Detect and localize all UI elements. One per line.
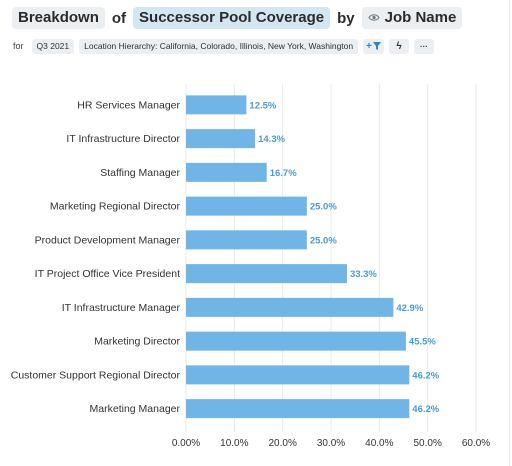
category-label: Marketing Director (94, 336, 180, 348)
dimension-label: Job Name (384, 9, 457, 26)
of-word: of (111, 9, 127, 27)
value-label: 25.0% (310, 202, 337, 213)
lightning-button[interactable]: ϟ (388, 38, 409, 54)
bar[interactable] (186, 365, 410, 385)
value-label: 14.3% (258, 134, 285, 145)
x-tick-label: 20.0% (268, 438, 296, 449)
x-tick-label: 10.0% (220, 438, 248, 449)
x-tick-label: 60.0% (462, 438, 490, 449)
filter-for-label: for (13, 41, 24, 51)
x-tick-label: 0.00% (172, 438, 200, 449)
bar[interactable] (186, 399, 410, 419)
bar[interactable] (186, 331, 406, 351)
right-divider (509, 0, 510, 466)
period-filter-chip[interactable]: Q3 2021 (31, 38, 75, 54)
category-label: Customer Support Regional Director (11, 369, 181, 381)
bar[interactable] (186, 196, 307, 216)
metric-chip[interactable]: Successor Pool Coverage (133, 7, 331, 29)
bar[interactable] (186, 230, 307, 250)
category-label: Staffing Manager (100, 167, 180, 179)
value-label: 45.5% (409, 337, 436, 348)
chart-header: Breakdown of Successor Pool Coverage by … (12, 6, 463, 30)
filter-bar: for Q3 2021 Location Hierarchy: Californ… (13, 38, 434, 54)
category-label: Product Development Manager (35, 234, 181, 246)
bar[interactable] (186, 129, 256, 149)
category-label: IT Project Office Vice President (35, 268, 180, 280)
value-label: 33.3% (350, 269, 377, 280)
add-filter-button[interactable]: + (363, 38, 384, 54)
eye-icon (367, 9, 380, 27)
by-word: by (337, 9, 355, 27)
value-label: 25.0% (310, 235, 337, 246)
bar[interactable] (186, 95, 247, 115)
x-tick-label: 30.0% (317, 438, 345, 449)
bar[interactable] (186, 162, 267, 182)
bar[interactable] (186, 297, 394, 317)
more-icon: ··· (419, 41, 428, 51)
bar[interactable] (186, 264, 347, 284)
category-label: IT Infrastructure Director (66, 133, 180, 145)
more-button[interactable]: ··· (413, 38, 434, 54)
dimension-chip[interactable]: Job Name (361, 7, 463, 29)
category-label: Marketing Manager (90, 403, 181, 415)
labels: 0.00% 10.0% 20.0% 30.0% 40.0% 50.0% 60.0% HR Se… (11, 99, 491, 449)
value-label: 12.5% (249, 100, 276, 111)
breakdown-chip[interactable]: Breakdown (12, 7, 105, 29)
value-label: 16.7% (270, 168, 297, 179)
x-tick-label: 50.0% (413, 438, 441, 449)
x-tick-label: 40.0% (365, 438, 393, 449)
value-label: 46.2% (412, 370, 439, 381)
lightning-icon: ϟ (396, 40, 402, 52)
value-label: 46.2% (412, 404, 439, 415)
bars (186, 95, 410, 419)
category-label: IT Infrastructure Manager (62, 302, 181, 314)
plus-filter-icon: + (366, 41, 381, 52)
location-filter-chip[interactable]: Location Hierarchy: California, Colorado… (79, 38, 359, 54)
category-label: Marketing Regional Director (50, 201, 181, 213)
value-label: 42.9% (396, 303, 423, 314)
category-label: HR Services Manager (77, 99, 180, 111)
